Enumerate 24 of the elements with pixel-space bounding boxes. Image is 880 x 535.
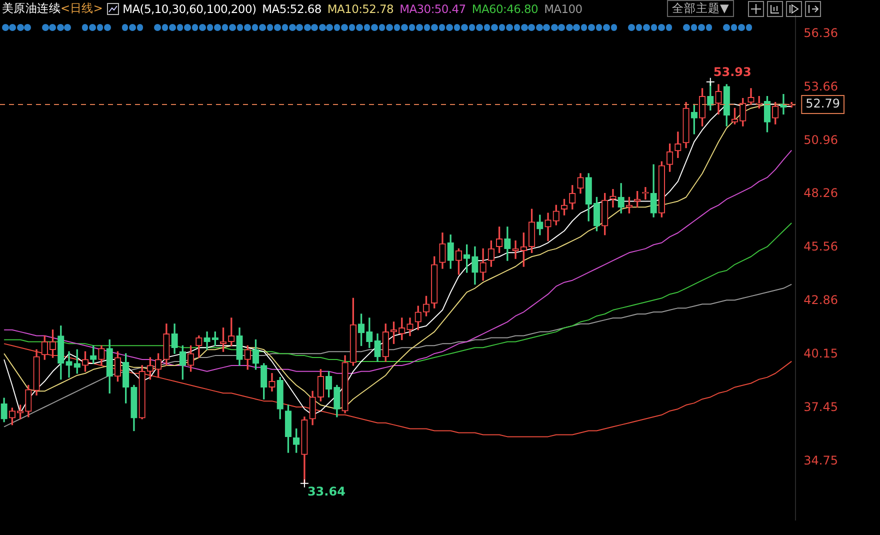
text: MA100 bbox=[544, 2, 582, 16]
y-tick-label: 37.45 bbox=[804, 400, 838, 414]
y-tick-label: 48.26 bbox=[804, 186, 838, 200]
y-tick-label: 56.36 bbox=[804, 26, 838, 40]
annotation: 33.64 bbox=[307, 484, 346, 499]
annotation: 53.93 bbox=[713, 65, 752, 80]
text: MA10:52.78 bbox=[327, 2, 394, 16]
candlestick bbox=[66, 351, 72, 378]
y-tick-label: 50.96 bbox=[804, 132, 838, 147]
text: MA60:46.80 bbox=[472, 2, 538, 16]
text: MA5:52.68 bbox=[262, 2, 322, 16]
text: MA30:50.47 bbox=[400, 2, 466, 16]
y-tick-label: 42.86 bbox=[804, 293, 838, 308]
annotation: 全部主题▼ bbox=[667, 0, 734, 17]
y-tick-label: 53.66 bbox=[804, 79, 838, 94]
y-tick-label: 40.15 bbox=[804, 346, 838, 361]
ref-line-label: 52.79 bbox=[806, 96, 840, 111]
candlestick bbox=[204, 331, 210, 350]
candlestick bbox=[780, 94, 787, 114]
annotation: MA(5,10,30,60,100,200) bbox=[122, 2, 256, 16]
y-tick-label: 45.56 bbox=[804, 240, 838, 254]
y-tick-label: 34.75 bbox=[804, 454, 838, 468]
candlestick bbox=[610, 189, 616, 208]
chart-subtitle: <日线> bbox=[60, 1, 103, 15]
